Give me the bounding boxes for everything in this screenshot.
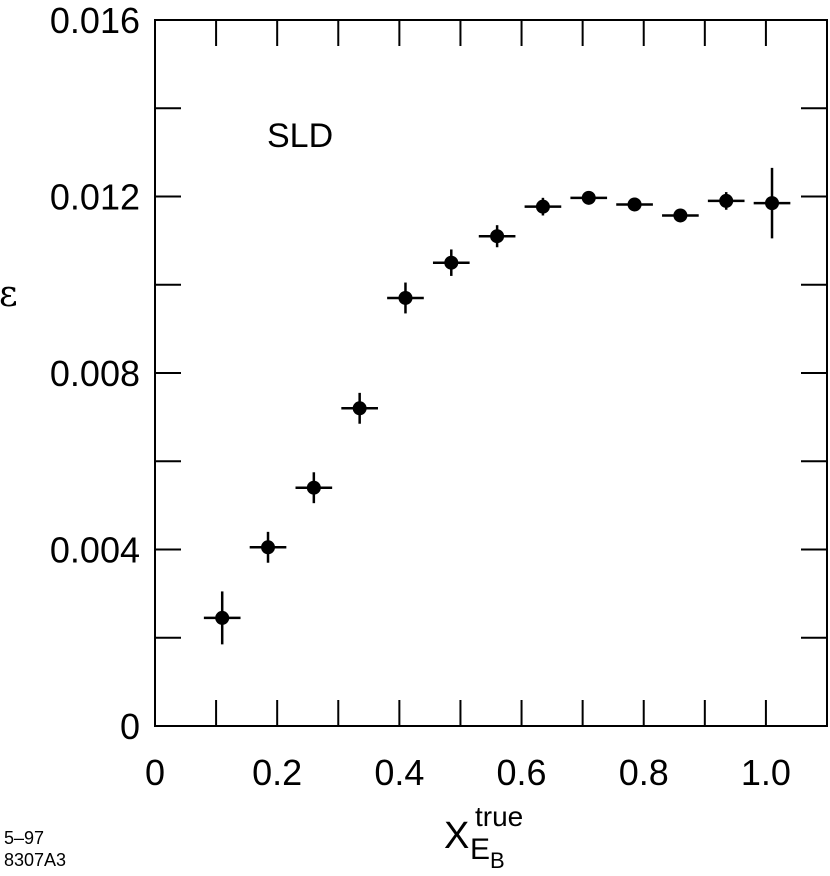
x-axis-label-superscript: true — [475, 801, 523, 832]
x-tick-label: 0.8 — [619, 752, 669, 793]
y-tick-label: 0.012 — [50, 177, 140, 218]
x-tick-label: 1.0 — [741, 752, 791, 793]
footer-code: 8307A3 — [4, 850, 66, 870]
data-point — [662, 208, 699, 223]
y-axis-label: ε — [0, 274, 18, 315]
data-marker — [398, 290, 413, 305]
data-point — [478, 225, 516, 248]
data-marker — [627, 197, 642, 212]
footer-date: 5–97 — [4, 828, 44, 848]
data-point — [341, 392, 378, 424]
data-marker — [581, 190, 596, 205]
x-tick-label: 0.6 — [497, 752, 547, 793]
data-point — [387, 282, 424, 314]
data-point — [707, 192, 745, 210]
data-point — [524, 197, 562, 216]
y-tick-label: 0.004 — [50, 530, 140, 571]
data-point — [249, 531, 287, 563]
y-tick-label: 0.008 — [50, 353, 140, 394]
x-axis-label-subscript: E — [470, 833, 490, 866]
data-points — [203, 167, 791, 645]
data-marker — [535, 199, 550, 214]
data-marker — [765, 196, 780, 211]
data-marker — [306, 480, 321, 495]
data-point — [295, 472, 333, 504]
data-marker — [261, 540, 276, 555]
y-tick-label: 0.016 — [50, 0, 140, 41]
data-point — [570, 190, 608, 205]
axis-ticks — [155, 20, 827, 726]
x-tick-label: 0.4 — [374, 752, 424, 793]
data-marker — [490, 229, 505, 244]
data-marker — [215, 610, 230, 625]
plot-frame — [154, 19, 828, 727]
data-point — [753, 167, 791, 239]
y-tick-label: 0 — [120, 706, 140, 747]
axis-tick-labels: 0 0.2 0.4 0.6 0.8 1.0 0 0.004 0.008 0.012 0.016 — [50, 0, 791, 793]
data-point — [616, 197, 653, 212]
data-marker — [352, 401, 367, 416]
data-point — [203, 591, 241, 645]
x-tick-label: 0.2 — [252, 752, 302, 793]
data-point — [432, 249, 470, 276]
x-axis-label-base: X — [444, 815, 469, 857]
data-marker — [444, 255, 459, 270]
x-tick-label: 0 — [145, 752, 165, 793]
x-axis-label: X E B true — [444, 801, 523, 873]
sld-annotation: SLD — [267, 117, 333, 155]
data-marker — [673, 208, 688, 223]
x-axis-label-subsubscript: B — [490, 848, 505, 873]
data-marker — [719, 193, 734, 208]
